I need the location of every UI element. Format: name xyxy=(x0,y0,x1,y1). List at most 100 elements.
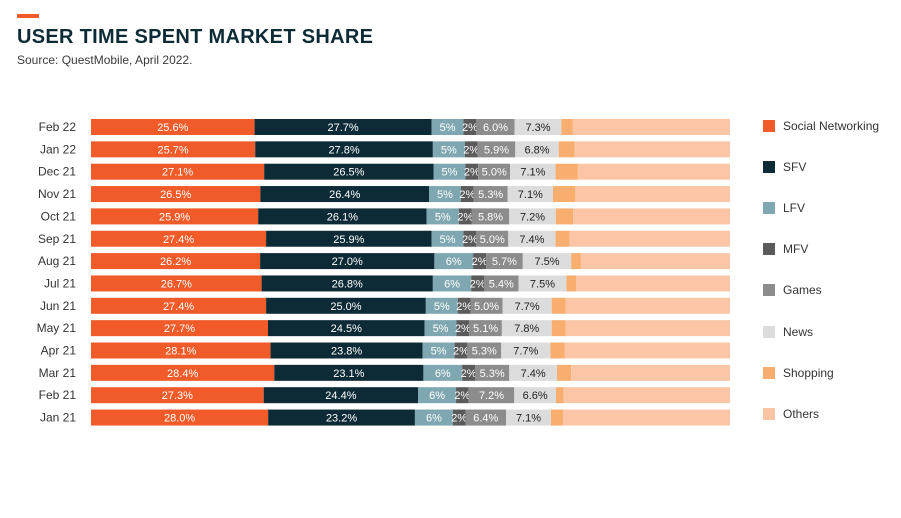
bar-segment-news xyxy=(514,119,562,135)
bar-segment-others xyxy=(565,297,730,314)
bar-segment-mfv xyxy=(463,230,477,247)
bar-segment-news xyxy=(501,320,552,337)
bar-segment-sfv xyxy=(264,163,434,180)
bar-segment-others xyxy=(577,163,730,180)
category-label: Jan 21 xyxy=(40,411,76,425)
bar-segment-lfv xyxy=(434,253,474,270)
data-label: 2% xyxy=(472,256,488,268)
bar-segment-mfv xyxy=(452,409,466,426)
data-label: 5% xyxy=(434,301,450,313)
data-label: 2% xyxy=(456,301,472,313)
bar-segment-news xyxy=(502,297,552,314)
bar-segment-shopping xyxy=(550,342,565,359)
data-label: 7.8% xyxy=(514,323,539,335)
data-label: 2% xyxy=(455,323,471,335)
bar-segment-games xyxy=(465,409,507,426)
bar-segment-sfv xyxy=(261,275,433,292)
bar-segment-shopping xyxy=(571,253,581,270)
data-label: 7.1% xyxy=(516,413,541,425)
bar-segment-lfv xyxy=(433,163,466,180)
data-label: 5.4% xyxy=(489,278,514,290)
bar-segment-lfv xyxy=(422,342,455,359)
bar-segment-lfv xyxy=(432,275,472,292)
bar-segment-news xyxy=(508,230,556,247)
data-label: 27.4% xyxy=(163,301,194,313)
data-label: 27.1% xyxy=(162,167,193,179)
bar-segment-social-networking xyxy=(91,186,261,203)
category-label: Feb 21 xyxy=(39,388,77,402)
bar-segment-shopping xyxy=(550,409,563,426)
legend-label: Games xyxy=(783,283,822,298)
category-label: Jul 21 xyxy=(44,276,76,290)
bar-segment-mfv xyxy=(460,186,474,203)
bar-segment-sfv xyxy=(270,342,423,359)
bar-segment-games xyxy=(477,141,516,158)
bar-segment-mfv xyxy=(465,163,479,180)
bar-segment-news xyxy=(507,186,553,203)
bar-segment-lfv xyxy=(431,230,464,247)
data-label: 6% xyxy=(435,368,451,380)
bar-segment-sfv xyxy=(263,387,419,404)
bar-segment-lfv xyxy=(429,186,461,203)
bar-segment-news xyxy=(522,253,572,270)
chart-source: Source: QuestMobile, April 2022. xyxy=(17,53,193,67)
bar-segment-games xyxy=(470,297,503,314)
category-label: Nov 21 xyxy=(38,187,76,201)
bar-segment-games xyxy=(476,230,509,247)
bar-segment-games xyxy=(486,253,523,270)
data-label: 6.8% xyxy=(524,144,549,156)
legend-item: Shopping xyxy=(763,365,834,381)
category-label: Apr 21 xyxy=(41,344,77,358)
data-label: 25.9% xyxy=(333,234,364,246)
data-label: 7.4% xyxy=(521,368,546,380)
data-label: 28.4% xyxy=(167,368,198,380)
data-label: 2% xyxy=(451,413,467,425)
legend-swatch xyxy=(763,325,775,338)
bar-segment-lfv xyxy=(432,141,465,158)
bar-segment-social-networking xyxy=(91,230,267,247)
data-label: 2% xyxy=(464,167,480,179)
bar-segment-games xyxy=(478,163,511,180)
data-label: 5.7% xyxy=(492,256,517,268)
data-label: 7.5% xyxy=(530,278,555,290)
category-label: Sep 21 xyxy=(38,232,76,246)
bar-segment-shopping xyxy=(551,297,566,314)
data-label: 26.2% xyxy=(160,256,191,268)
data-label: 27.7% xyxy=(327,122,358,134)
data-label: 27.7% xyxy=(164,323,195,335)
data-label: 5.3% xyxy=(472,346,497,358)
bar-segment-mfv xyxy=(456,320,470,337)
data-label: 26.4% xyxy=(329,189,360,201)
bar-segment-sfv xyxy=(274,364,424,381)
data-label: 5% xyxy=(442,167,458,179)
data-label: 27.3% xyxy=(162,390,193,402)
bar-segment-games xyxy=(469,320,502,337)
legend-swatch xyxy=(763,161,775,174)
legend-label: LFV xyxy=(783,201,806,216)
bar-segment-mfv xyxy=(454,342,468,359)
bar-segment-news xyxy=(506,409,551,426)
data-label: 26.8% xyxy=(332,278,363,290)
legend-label: MFV xyxy=(783,242,809,257)
category-label: Mar 21 xyxy=(39,366,77,380)
legend-swatch xyxy=(763,366,775,379)
data-label: 7.1% xyxy=(518,189,543,201)
bar-segment-others xyxy=(580,253,730,270)
bar-segment-social-networking xyxy=(91,409,269,426)
category-label: Oct 21 xyxy=(41,209,77,223)
bar-segment-shopping xyxy=(555,230,570,247)
data-label: 26.5% xyxy=(160,189,191,201)
bar-segment-news xyxy=(515,141,559,158)
data-label: 2% xyxy=(462,122,478,134)
data-label: 2% xyxy=(457,211,473,223)
data-label: 5.8% xyxy=(478,211,503,223)
legend-swatch xyxy=(763,120,775,132)
data-label: 27.8% xyxy=(328,144,359,156)
data-label: 5.3% xyxy=(478,189,503,201)
data-label: 28.1% xyxy=(165,346,196,358)
bar-segment-others xyxy=(562,409,730,426)
bar-segment-shopping xyxy=(561,119,573,135)
bar-segment-social-networking xyxy=(91,163,265,180)
bar-segment-games xyxy=(476,119,515,135)
bar-segment-social-networking xyxy=(91,253,261,270)
